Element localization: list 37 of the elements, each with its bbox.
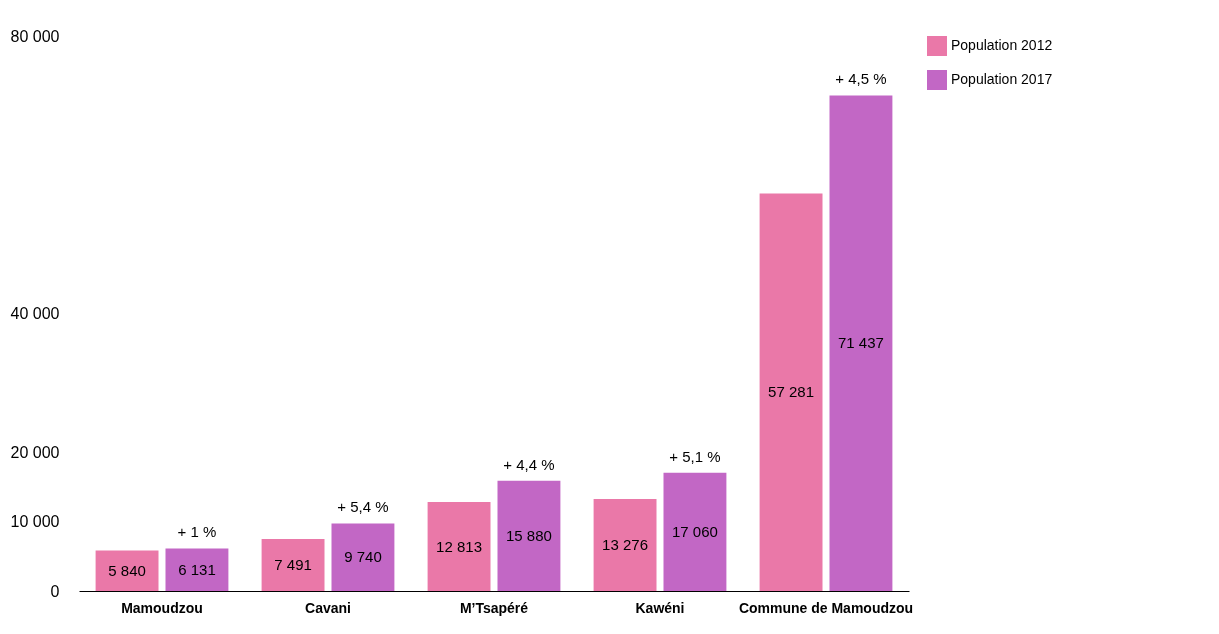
x-tick-label: Commune de Mamoudzou (738, 599, 914, 616)
x-tick-label: Cavani (305, 599, 351, 616)
bar (95, 550, 159, 591)
annotation: + 5,4 % (337, 498, 389, 516)
y-tick-label: 0 (50, 582, 60, 600)
data-label: 71 437 (838, 334, 884, 352)
data-label: 17 060 (672, 522, 718, 540)
legend-label: Population 2012 (951, 37, 1053, 53)
data-label: 13 276 (602, 535, 648, 553)
x-tick-label: M’Tsapéré (459, 599, 529, 616)
bar (829, 95, 893, 591)
annotation: + 4,5 % (835, 70, 887, 88)
legend-label: Population 2017 (951, 71, 1053, 87)
data-label: 7 491 (274, 556, 312, 574)
annotation: + 4,4 % (503, 455, 555, 473)
bar (497, 480, 561, 591)
bar (759, 193, 823, 591)
data-label: 6 131 (178, 560, 216, 578)
bar (663, 472, 727, 591)
annotation: + 1 % (177, 523, 217, 541)
y-tick-label: 20 000 (10, 443, 60, 461)
data-label: 12 813 (436, 537, 482, 555)
data-label: 57 281 (768, 383, 814, 401)
y-tick-label: 10 000 (10, 513, 60, 531)
bar (593, 498, 657, 591)
y-tick-label: 80 000 (10, 27, 60, 45)
bar (427, 502, 491, 591)
data-label: 15 880 (506, 526, 552, 544)
bar (331, 523, 395, 591)
x-tick-label: Mamoudzou (121, 599, 203, 616)
bar (261, 539, 325, 591)
x-tick-label: Kawéni (635, 599, 685, 616)
y-tick-label: 40 000 (10, 305, 60, 322)
bar (165, 548, 229, 591)
data-label: 5 840 (108, 561, 146, 579)
annotation: + 5,1 % (669, 447, 721, 465)
data-label: 9 740 (344, 548, 382, 566)
